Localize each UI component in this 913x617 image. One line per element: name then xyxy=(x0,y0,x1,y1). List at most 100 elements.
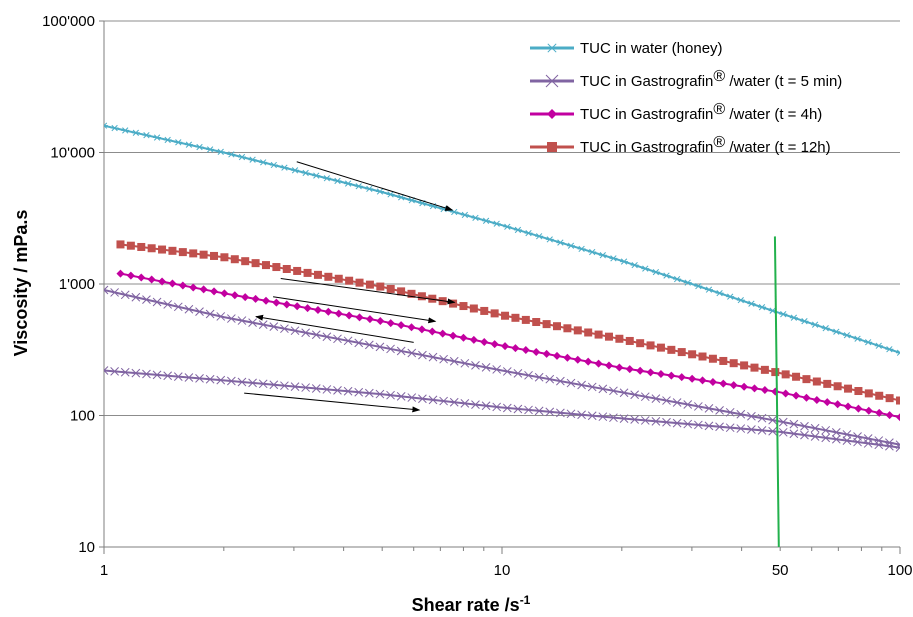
data-point xyxy=(355,278,364,287)
data-point xyxy=(333,386,342,395)
grid xyxy=(104,20,900,416)
data-point xyxy=(844,384,853,393)
data-point xyxy=(178,248,187,257)
data-point xyxy=(386,319,395,328)
data-point xyxy=(729,359,738,368)
data-point xyxy=(821,433,831,443)
data-point xyxy=(184,373,194,382)
data-point xyxy=(492,402,502,412)
direction-arrow xyxy=(296,161,454,211)
data-point xyxy=(195,307,204,316)
data-point xyxy=(322,385,332,394)
data-point xyxy=(206,146,215,153)
legend: TUC in water (honey) TUC in Gastrografin®… xyxy=(530,40,842,156)
data-point xyxy=(672,398,682,407)
annotations xyxy=(244,161,780,548)
data-point xyxy=(334,274,343,283)
data-point xyxy=(729,381,738,390)
data-point xyxy=(301,169,310,177)
data-point xyxy=(241,293,250,302)
data-point xyxy=(163,136,172,144)
data-point xyxy=(272,263,281,272)
y-tick-label: 100'000 xyxy=(42,13,95,30)
data-point xyxy=(896,396,900,405)
data-point xyxy=(619,388,629,398)
data-point xyxy=(492,220,501,227)
data-point xyxy=(740,382,749,391)
data-point xyxy=(428,395,438,405)
data-point xyxy=(768,415,777,425)
data-point xyxy=(459,302,468,311)
data-point xyxy=(237,377,247,387)
data-point xyxy=(227,151,236,158)
data-point xyxy=(137,242,146,251)
data-point xyxy=(651,416,661,426)
data-point xyxy=(771,368,780,377)
data-point xyxy=(832,328,841,335)
data-point xyxy=(556,408,565,418)
data-point xyxy=(460,358,470,368)
data-point xyxy=(854,387,863,396)
data-point xyxy=(216,148,225,155)
data-point xyxy=(513,369,523,378)
data-point xyxy=(178,281,187,290)
data-point xyxy=(417,292,426,301)
data-point xyxy=(694,282,703,290)
data-point xyxy=(439,354,448,364)
data-point xyxy=(760,365,769,374)
data-point xyxy=(598,412,608,422)
data-point xyxy=(210,287,219,296)
data-point xyxy=(831,428,841,437)
data-point xyxy=(280,324,289,334)
series-line xyxy=(104,124,900,354)
data-point xyxy=(490,309,499,318)
data-point xyxy=(842,436,852,446)
data-point xyxy=(736,409,746,419)
data-point xyxy=(534,406,544,416)
data-point xyxy=(823,398,832,407)
data-point xyxy=(646,368,655,377)
data-point xyxy=(407,289,416,298)
data-point xyxy=(126,271,135,280)
data-point xyxy=(833,382,842,391)
data-point xyxy=(587,411,597,421)
data-point xyxy=(227,376,236,386)
data-point xyxy=(110,124,119,132)
data-point xyxy=(885,411,894,420)
data-point xyxy=(163,300,173,309)
data-point xyxy=(386,191,395,198)
data-point xyxy=(428,327,437,336)
data-point xyxy=(792,391,801,400)
data-point xyxy=(704,286,713,293)
x-tick-label: 1 xyxy=(100,562,108,579)
data-point xyxy=(501,311,510,320)
data-point xyxy=(546,43,558,53)
data-point xyxy=(205,374,215,384)
data-point xyxy=(615,363,624,372)
data-point xyxy=(636,366,645,375)
legend-label: TUC in Gastrografin® /water (t = 5 min) xyxy=(580,68,842,90)
data-point xyxy=(513,226,522,234)
data-point xyxy=(471,360,480,370)
data-point xyxy=(142,369,151,379)
data-point xyxy=(313,305,322,314)
data-point xyxy=(662,417,671,427)
data-point xyxy=(885,441,894,451)
data-point xyxy=(740,361,749,370)
data-point xyxy=(502,403,512,413)
data-point xyxy=(688,350,697,359)
data-point xyxy=(844,402,853,411)
data-point xyxy=(577,410,586,420)
data-point xyxy=(490,340,499,349)
data-point xyxy=(778,427,788,437)
data-point xyxy=(792,372,801,381)
data-point xyxy=(418,350,427,360)
data-point xyxy=(131,292,141,302)
data-point xyxy=(173,302,183,312)
data-point xyxy=(163,371,173,381)
data-point xyxy=(542,349,551,358)
data-point xyxy=(542,320,551,329)
data-point xyxy=(354,338,364,348)
data-point xyxy=(142,132,151,139)
